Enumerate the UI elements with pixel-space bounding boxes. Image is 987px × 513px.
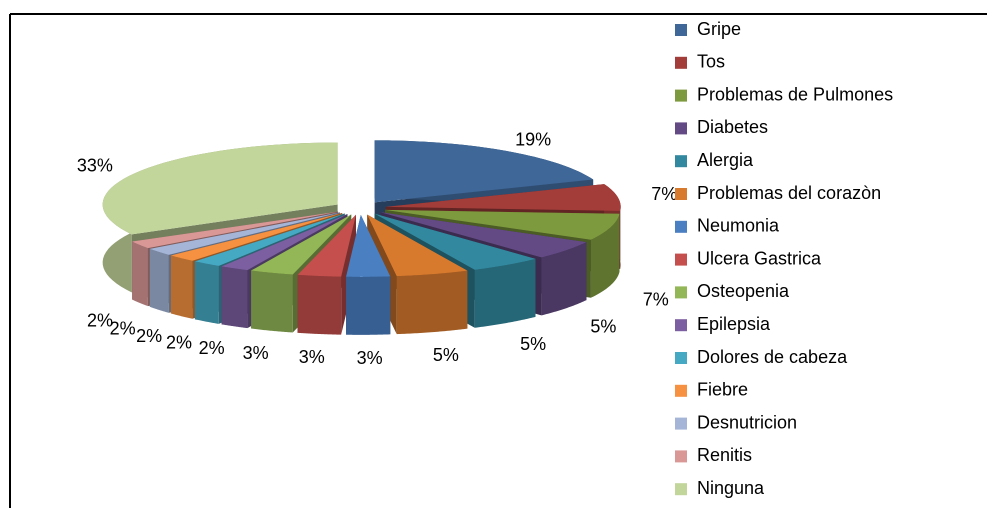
data-label: 5% — [520, 334, 546, 354]
slice-wall — [170, 255, 193, 319]
legend-swatch — [675, 155, 687, 168]
slice-wall — [590, 213, 620, 298]
slice-top — [194, 213, 345, 266]
legend-swatch — [675, 89, 687, 102]
data-label: 5% — [433, 345, 459, 365]
data-label: 33% — [77, 155, 113, 175]
slice-wall — [474, 258, 536, 328]
legend-swatch — [675, 220, 687, 233]
legend-swatch — [675, 352, 687, 364]
legend-label: Desnutricion — [697, 412, 797, 432]
data-label: 7% — [651, 184, 677, 204]
legend-swatch — [675, 24, 687, 36]
slice-top — [380, 212, 587, 258]
slice-top — [251, 214, 352, 275]
legend-swatch — [675, 286, 687, 299]
slice-wall — [396, 270, 468, 335]
legend-label: Tos — [697, 52, 725, 72]
data-label: 2% — [166, 332, 192, 352]
data-label: 2% — [199, 338, 225, 358]
legend-label: Problemas de Pulmones — [697, 84, 893, 104]
legend-swatch — [675, 122, 687, 135]
slice — [346, 214, 391, 335]
legend-swatch — [675, 483, 687, 496]
data-label: 19% — [515, 130, 551, 150]
data-label: 3% — [243, 343, 269, 363]
slice-top — [374, 140, 594, 203]
slice-wall — [297, 274, 342, 335]
slice-top — [102, 142, 338, 235]
legend-swatch — [675, 450, 687, 463]
slice-wall — [132, 241, 148, 307]
data-label: 5% — [590, 317, 616, 337]
data-label: 7% — [643, 289, 669, 309]
legend-swatch — [675, 384, 687, 397]
data-label: 3% — [299, 347, 325, 367]
legend-label: Epilepsia — [697, 314, 771, 334]
legend-label: Ulcera Gastrica — [697, 248, 822, 268]
slice-top — [384, 209, 620, 240]
slice-wall — [194, 261, 219, 324]
data-label: 2% — [87, 310, 113, 330]
legend-swatch — [675, 188, 687, 200]
slice-wall — [149, 248, 169, 313]
legend-label: Renitis — [697, 445, 752, 465]
legend-label: Problemas del corazòn — [697, 183, 881, 203]
slice-wall — [221, 266, 248, 329]
data-label: 3% — [357, 348, 383, 368]
slice-top — [374, 213, 536, 270]
legend-label: Neumonia — [697, 216, 780, 236]
slice-wall — [346, 276, 391, 335]
slice-top — [149, 212, 340, 255]
data-label: 2% — [136, 326, 162, 346]
legend-label: Alergia — [697, 150, 754, 170]
legend-label: Ninguna — [697, 478, 765, 498]
slice-top — [346, 214, 391, 277]
legend-label: Gripe — [697, 19, 741, 39]
slice-top — [367, 214, 468, 277]
slice-top — [297, 214, 356, 277]
legend-label: Dolores de cabeza — [697, 347, 848, 367]
legend-swatch — [675, 417, 687, 430]
slice-wall — [541, 242, 587, 316]
legend-swatch — [675, 56, 687, 69]
legend-label: Osteopenia — [697, 281, 790, 301]
slice — [367, 214, 468, 335]
slice-wall — [251, 270, 293, 333]
slice-top — [221, 214, 348, 271]
slice-top — [132, 211, 339, 249]
slice-top — [170, 213, 343, 261]
legend-swatch — [675, 253, 687, 266]
data-label: 2% — [110, 319, 136, 339]
legend-label: Fiebre — [697, 380, 748, 400]
legend-label: Diabetes — [697, 117, 768, 137]
slice-top — [385, 184, 621, 211]
legend-swatch — [675, 319, 687, 332]
